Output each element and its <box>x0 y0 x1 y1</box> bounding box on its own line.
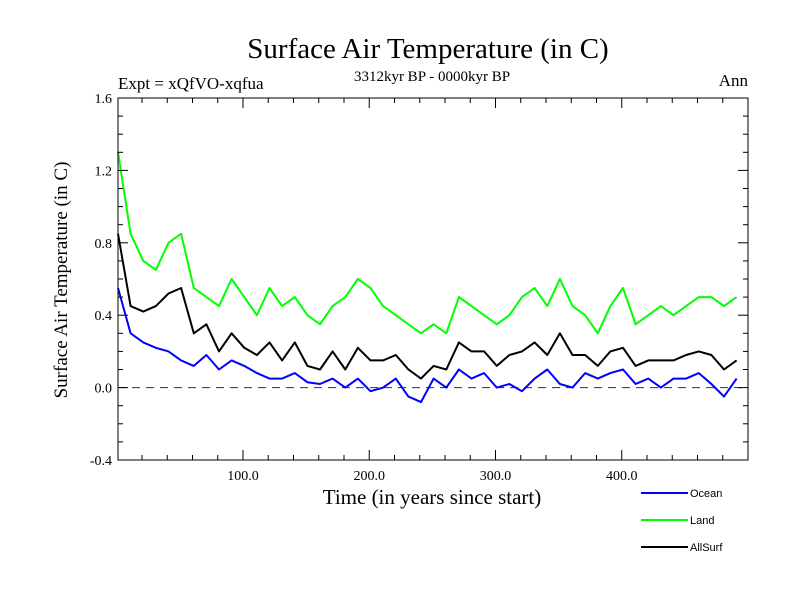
legend: Ocean Land AllSurf <box>641 488 723 554</box>
x-tick-label: 400.0 <box>606 469 638 484</box>
x-tick-label: 100.0 <box>227 469 259 484</box>
y-tick-label: -0.4 <box>90 454 112 469</box>
season-label: Ann <box>719 71 749 90</box>
legend-label-land: Land <box>690 515 714 527</box>
series-line-allsurf <box>117 233 738 380</box>
legend-label-ocean: Ocean <box>690 488 722 500</box>
plot-frame <box>117 97 749 461</box>
legend-label-allsurf: AllSurf <box>690 542 723 554</box>
time-range-label: 3312kyr BP - 0000kyr BP <box>354 69 510 85</box>
y-tick-label: 1.2 <box>95 164 113 179</box>
y-tick-label: 0.4 <box>95 309 113 324</box>
x-tick-label: 200.0 <box>353 469 385 484</box>
x-tick-label: 300.0 <box>480 469 512 484</box>
y-axis-label: Surface Air Temperature (in C) <box>51 162 72 399</box>
chart-title: Surface Air Temperature (in C) <box>247 33 608 65</box>
series-line-ocean <box>117 287 738 404</box>
experiment-label: Expt = xQfVO-xqfua <box>118 74 264 93</box>
y-tick-label: 0.0 <box>95 382 113 397</box>
x-axis-label: Time (in years since start) <box>323 485 542 509</box>
plot-area: 100.0 200.0 300.0 400.0 -0.4 0.0 0.4 0.8 1.2 1.6 <box>90 92 749 484</box>
y-tick-label: 1.6 <box>95 92 113 107</box>
y-tick-label: 0.8 <box>95 237 113 252</box>
series-line-land <box>117 152 738 335</box>
